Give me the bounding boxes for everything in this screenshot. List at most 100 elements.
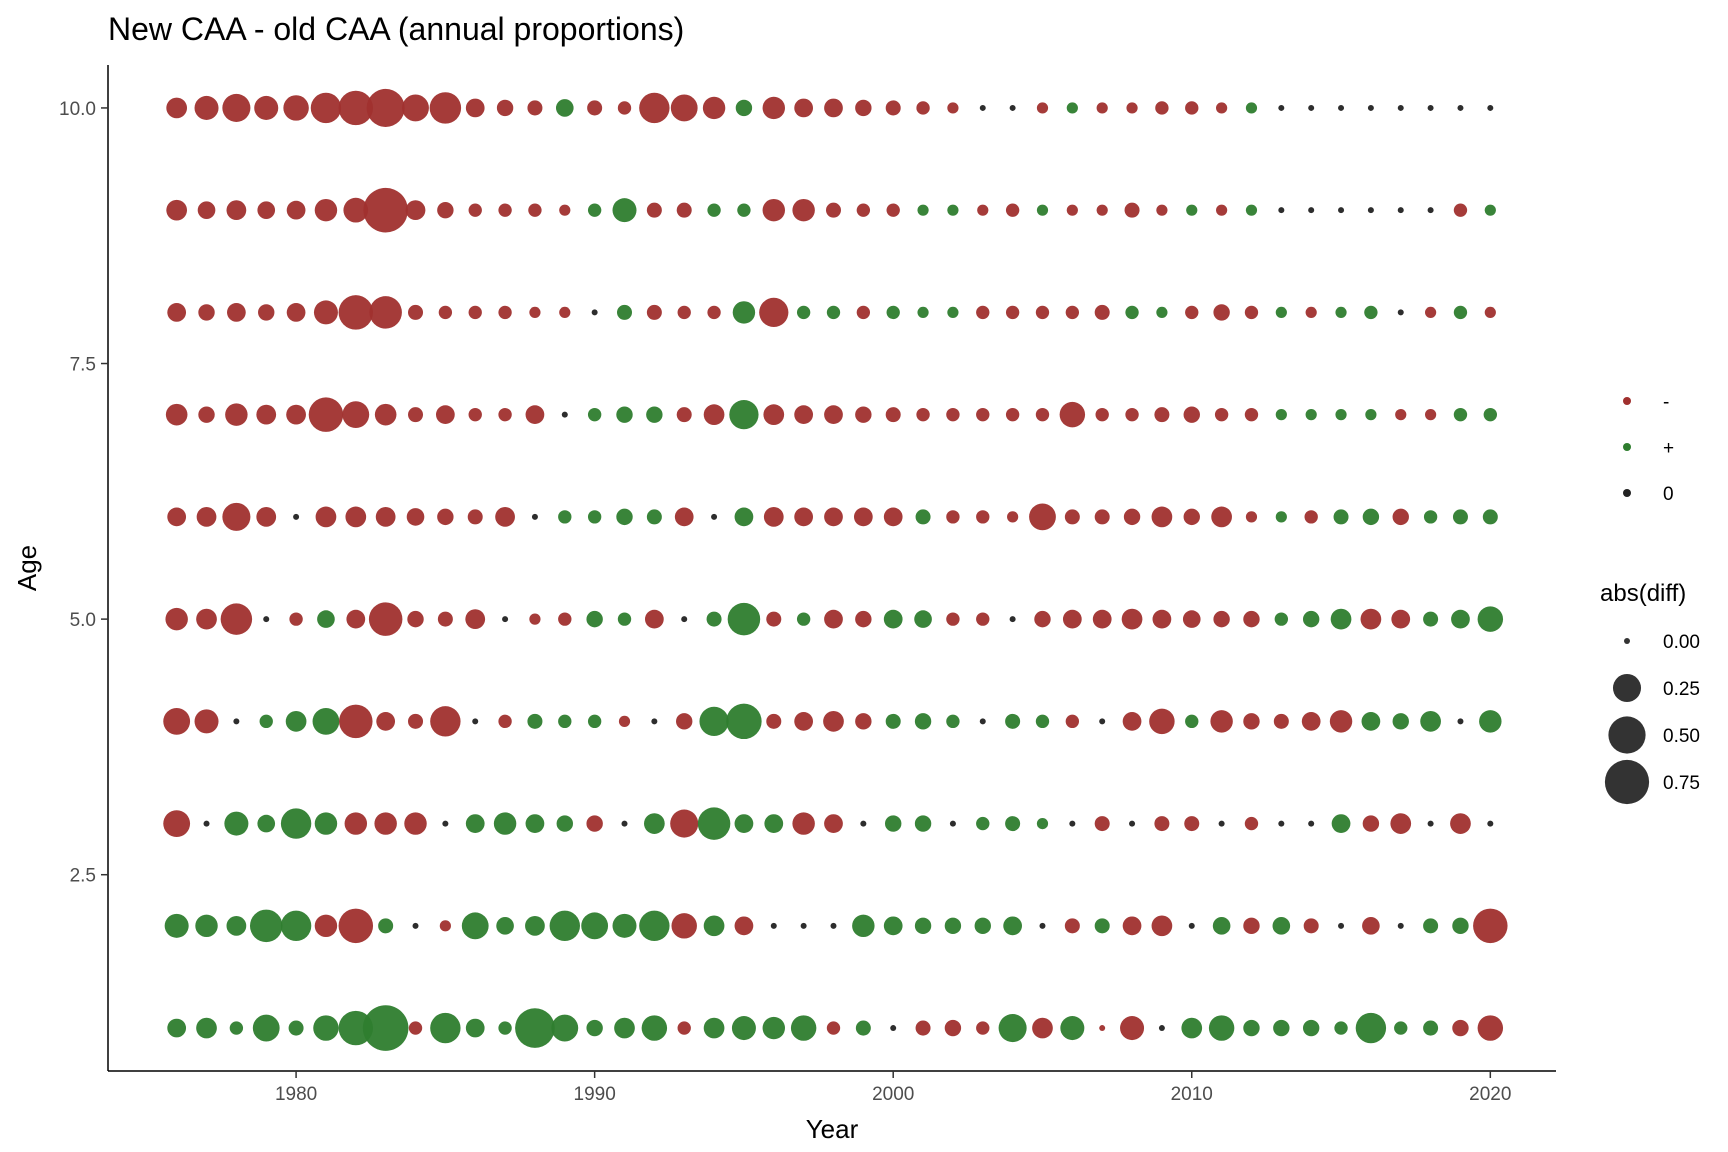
- data-point: [616, 406, 633, 423]
- data-point: [437, 508, 454, 526]
- data-point: [442, 820, 449, 827]
- data-point: [800, 922, 807, 929]
- data-point: [1484, 306, 1496, 319]
- data-point: [408, 713, 424, 729]
- data-point: [855, 99, 872, 117]
- data-point: [556, 815, 573, 832]
- data-point: [621, 820, 628, 827]
- data-point: [853, 507, 873, 527]
- x-tick-label: 2020: [1469, 1084, 1511, 1105]
- data-point: [1302, 1019, 1320, 1037]
- data-point: [1243, 610, 1260, 628]
- data-point: [498, 1021, 512, 1035]
- data-point: [1182, 610, 1201, 628]
- data-point: [1125, 305, 1139, 320]
- data-point: [1362, 917, 1380, 935]
- legend-color: - +0: [1623, 392, 1674, 505]
- data-point: [1152, 609, 1172, 629]
- data-point: [1278, 207, 1285, 214]
- data-point: [1036, 204, 1049, 216]
- data-point: [1391, 609, 1411, 629]
- data-point: [727, 602, 761, 636]
- data-point: [402, 94, 429, 122]
- data-point: [166, 97, 188, 119]
- data-point: [1210, 710, 1233, 733]
- y-axis-ticks: 2.5 5.0 7.5 10.0: [59, 99, 108, 887]
- plot-points: [163, 88, 1508, 1051]
- data-point: [612, 198, 637, 223]
- data-point: [1095, 407, 1109, 422]
- data-point: [915, 509, 931, 525]
- data-point: [979, 718, 986, 725]
- data-point: [465, 1018, 485, 1038]
- data-point: [313, 1015, 339, 1041]
- data-point: [249, 909, 283, 943]
- data-point: [1427, 207, 1434, 214]
- data-point: [676, 407, 692, 423]
- data-point: [1216, 204, 1228, 216]
- data-point: [1365, 409, 1377, 421]
- data-point: [1245, 102, 1258, 114]
- data-point: [1451, 609, 1470, 629]
- data-point: [527, 100, 543, 116]
- chart-title: New CAA - old CAA (annual proportions): [108, 11, 684, 47]
- data-point: [1392, 713, 1409, 730]
- data-point: [1423, 1020, 1439, 1036]
- data-point: [559, 306, 571, 319]
- data-point: [404, 812, 427, 835]
- data-point: [731, 1016, 756, 1041]
- data-point: [408, 407, 424, 423]
- legend-size-label: 0.75: [1663, 773, 1700, 794]
- data-point: [707, 305, 721, 320]
- data-point: [732, 301, 756, 324]
- data-point: [824, 507, 843, 527]
- data-point: [258, 304, 275, 321]
- data-point: [914, 815, 932, 832]
- data-point: [165, 607, 188, 631]
- y-tick-label: 7.5: [70, 355, 96, 376]
- data-point: [979, 104, 986, 111]
- data-point: [735, 99, 753, 117]
- data-point: [369, 296, 402, 329]
- data-point: [1005, 713, 1021, 729]
- data-point: [549, 910, 580, 942]
- data-point: [1272, 917, 1291, 935]
- data-point: [711, 513, 718, 520]
- legend-color-key: [1623, 443, 1631, 451]
- data-point: [1094, 304, 1110, 320]
- data-point: [363, 187, 408, 233]
- data-point: [1244, 816, 1259, 831]
- data-point: [1158, 1025, 1165, 1032]
- data-point: [429, 92, 462, 124]
- data-point: [498, 407, 512, 422]
- data-point: [703, 915, 725, 937]
- data-point: [1156, 306, 1168, 319]
- data-point: [1066, 204, 1078, 216]
- data-point: [976, 816, 990, 831]
- data-point: [944, 1019, 962, 1037]
- data-point: [1188, 922, 1195, 929]
- data-point: [263, 616, 270, 623]
- data-point: [639, 92, 670, 124]
- data-point: [676, 713, 693, 730]
- data-point: [165, 403, 188, 426]
- data-point: [280, 808, 312, 839]
- data-point: [1330, 608, 1352, 630]
- data-point: [1329, 710, 1353, 733]
- data-point: [1009, 104, 1016, 111]
- data-point: [1362, 508, 1380, 526]
- data-point: [1333, 509, 1349, 525]
- data-point: [233, 718, 240, 725]
- data-point: [586, 610, 603, 628]
- data-point: [430, 706, 461, 737]
- data-point: [734, 814, 754, 833]
- data-point: [465, 814, 485, 833]
- data-point: [886, 203, 900, 217]
- data-point: [1273, 1019, 1290, 1037]
- data-point: [1184, 816, 1200, 832]
- data-point: [531, 513, 538, 520]
- data-point: [308, 397, 344, 432]
- data-point: [651, 718, 658, 725]
- data-point: [794, 711, 814, 731]
- data-point: [222, 502, 251, 531]
